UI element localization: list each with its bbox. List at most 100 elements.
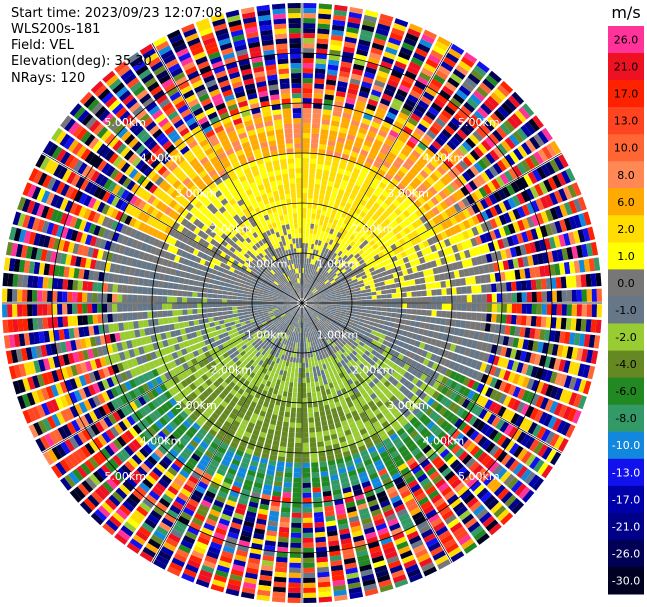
- velocity-cell: [435, 203, 445, 213]
- velocity-cell: [302, 98, 312, 104]
- velocity-cell: [339, 233, 346, 240]
- velocity-cell: [394, 208, 402, 216]
- velocity-cell: [458, 450, 469, 462]
- velocity-cell: [382, 260, 389, 266]
- velocity-cell: [488, 333, 495, 343]
- velocity-cell: [508, 167, 518, 180]
- velocity-cell: [556, 249, 564, 262]
- velocity-cell: [428, 219, 436, 228]
- velocity-cell: [309, 293, 315, 298]
- velocity-cell: [354, 317, 360, 322]
- velocity-cell: [531, 214, 540, 227]
- velocity-cell: [302, 293, 304, 299]
- velocity-cell: [303, 542, 314, 548]
- velocity-cell: [363, 178, 372, 186]
- velocity-cell: [430, 338, 438, 346]
- velocity-cell: [326, 305, 332, 308]
- velocity-cell: [426, 162, 436, 172]
- velocity-cell: [321, 247, 327, 253]
- velocity-cell: [345, 275, 351, 281]
- velocity-cell: [306, 305, 311, 309]
- velocity-cell: [585, 319, 592, 333]
- velocity-cell: [543, 413, 553, 427]
- velocity-cell: [409, 339, 416, 346]
- velocity-cell: [415, 379, 424, 388]
- velocity-cell: [311, 472, 320, 478]
- velocity-cell: [418, 524, 431, 535]
- velocity-cell: [500, 80, 514, 94]
- velocity-cell: [382, 340, 389, 346]
- velocity-cell: [411, 465, 422, 475]
- velocity-cell: [389, 337, 396, 344]
- velocity-cell: [343, 236, 349, 243]
- velocity-cell: [317, 28, 330, 35]
- velocity-cell: [540, 225, 548, 238]
- velocity-cell: [538, 181, 549, 195]
- velocity-cell: [444, 124, 456, 136]
- velocity-cell: [346, 307, 352, 311]
- velocity-cell: [402, 161, 412, 171]
- velocity-cell: [347, 321, 354, 326]
- velocity-cell: [443, 56, 457, 68]
- velocity-cell: [492, 431, 503, 444]
- velocity-cell: [503, 473, 515, 487]
- velocity-cell: [379, 450, 389, 459]
- velocity-cell: [468, 248, 476, 257]
- velocity-cell: [293, 352, 297, 358]
- velocity-cell: [465, 321, 471, 329]
- velocity-cell: [326, 296, 332, 299]
- velocity-cell: [334, 351, 340, 358]
- velocity-cell: [435, 69, 449, 81]
- velocity-cell: [462, 230, 470, 240]
- velocity-cell: [486, 95, 500, 108]
- velocity-cell: [290, 372, 295, 378]
- velocity-cell: [349, 124, 359, 132]
- velocity-cell: [341, 278, 347, 283]
- velocity-cell: [411, 221, 420, 229]
- velocity-cell: [476, 383, 485, 393]
- velocity-cell: [397, 393, 406, 402]
- velocity-cell: [395, 156, 405, 165]
- velocity-cell: [556, 290, 562, 302]
- velocity-cell: [316, 261, 321, 267]
- velocity-cell: [316, 297, 322, 300]
- velocity-cell: [497, 450, 508, 463]
- velocity-cell: [535, 226, 544, 239]
- velocity-cell: [577, 395, 587, 410]
- velocity-cell: [340, 353, 346, 360]
- velocity-cell: [362, 366, 369, 374]
- velocity-cell: [512, 428, 523, 441]
- velocity-cell: [516, 362, 524, 374]
- velocity-cell: [537, 462, 549, 476]
- velocity-cell: [419, 477, 431, 487]
- velocity-cell: [402, 125, 413, 135]
- velocity-cell: [443, 143, 454, 154]
- velocity-cell: [334, 363, 340, 370]
- velocity-cell: [354, 338, 361, 344]
- velocity-cell: [405, 98, 417, 108]
- velocity-cell: [359, 283, 365, 288]
- velocity-cell: [387, 368, 395, 375]
- velocity-cell: [504, 98, 517, 112]
- velocity-cell: [413, 199, 422, 209]
- velocity-cell: [392, 160, 402, 170]
- velocity-cell: [346, 295, 352, 299]
- velocity-cell: [376, 185, 384, 194]
- velocity-cell: [515, 315, 522, 325]
- velocity-cell: [386, 134, 397, 143]
- velocity-cell: [327, 318, 333, 322]
- velocity-cell: [377, 262, 385, 269]
- velocity-cell: [356, 132, 366, 140]
- velocity-cell: [398, 152, 408, 161]
- velocity-cell: [365, 396, 373, 404]
- velocity-cell: [376, 412, 384, 421]
- velocity-cell: [339, 334, 345, 340]
- velocity-cell: [488, 461, 500, 473]
- velocity-cell: [272, 591, 286, 598]
- velocity-cell: [339, 127, 348, 134]
- velocity-cell: [444, 437, 454, 448]
- velocity-cell: [394, 358, 402, 366]
- velocity-cell: [426, 129, 437, 140]
- velocity-cell: [404, 249, 412, 256]
- velocity-cell: [337, 303, 342, 305]
